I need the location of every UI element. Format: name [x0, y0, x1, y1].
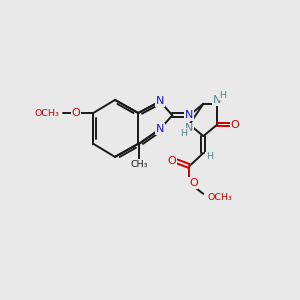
Text: N: N [156, 96, 164, 106]
Text: N: N [185, 110, 194, 120]
Text: N: N [213, 95, 221, 105]
Text: H: H [181, 128, 188, 137]
Text: O: O [72, 108, 81, 118]
Text: OCH₃: OCH₃ [207, 193, 232, 202]
Text: H: H [219, 91, 226, 100]
Text: O: O [189, 178, 198, 188]
Text: N: N [156, 124, 164, 134]
Text: H: H [206, 152, 213, 161]
Text: N: N [185, 123, 194, 134]
Text: CH₃: CH₃ [130, 160, 148, 169]
Text: O: O [167, 156, 176, 166]
Text: OCH₃: OCH₃ [34, 109, 59, 118]
Text: O: O [231, 119, 239, 130]
